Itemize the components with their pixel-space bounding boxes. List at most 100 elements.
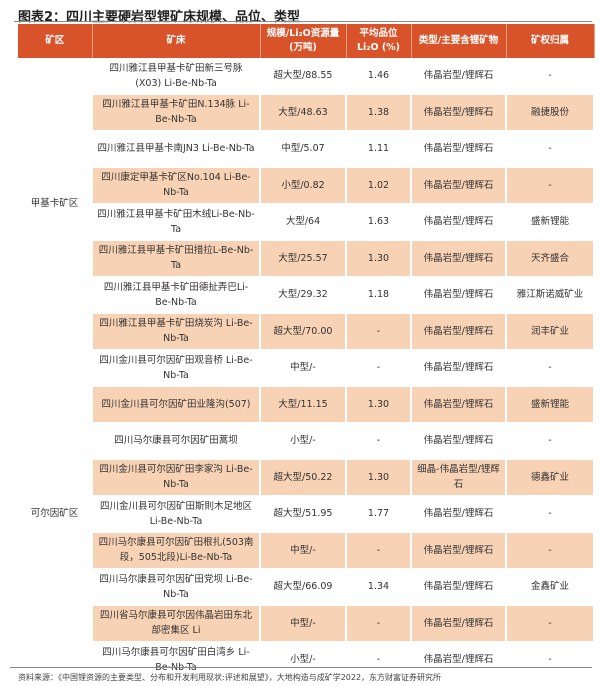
header-district: 矿区	[18, 24, 93, 58]
table-row: 四川雅江县甲基卡南JN3 Li-Be-Nb-Ta 中型/5.07 1.11 伟晶岩型/…	[18, 130, 595, 168]
owner-cell: -	[506, 349, 595, 387]
type-cell: 伟晶岩型/锂辉石	[411, 495, 507, 533]
type-cell: 伟晶岩型/锂辉石	[411, 568, 507, 606]
table-row: 四川省马尔康县可尔因伟晶岩田东北部密集区 Li 中型/- - 伟晶岩型/锂辉石 -	[18, 605, 595, 642]
owner-cell: -	[506, 532, 595, 569]
district-cell: 可尔因矿区	[18, 349, 93, 679]
owner-cell: -	[506, 58, 595, 95]
scale-cell: 大型/25.57	[260, 240, 347, 277]
grade-cell: -	[346, 532, 412, 569]
grade-cell: 1.38	[346, 94, 412, 131]
scale-cell: 中型/-	[260, 532, 347, 569]
deposit-cell: 四川雅江县甲基卡矿田木绒Li-Be-Nb-Ta	[92, 203, 261, 241]
owner-cell: 天齐盛合	[506, 240, 595, 277]
header-grade: 平均品位Li₂O (%)	[346, 24, 412, 58]
header-scale: 规模/Li₂O资源量(万吨)	[260, 24, 347, 58]
grade-cell: -	[346, 641, 412, 679]
owner-cell: 盛新锂能	[506, 203, 595, 241]
deposit-cell: 四川马尔康县可尔因矿田党坝 Li-Be-Nb-Ta	[92, 568, 261, 606]
deposit-cell: 四川省马尔康县可尔因伟晶岩田东北部密集区 Li	[92, 605, 261, 642]
deposit-cell: 四川金川县可尔因矿田李家沟 Li-Be-Nb-Ta	[92, 459, 261, 496]
type-cell: 伟晶岩型/锂辉石	[411, 167, 507, 204]
grade-cell: 1.11	[346, 130, 412, 168]
header-deposit: 矿床	[92, 24, 261, 58]
grade-cell: 1.02	[346, 167, 412, 204]
scale-cell: 大型/29.32	[260, 276, 347, 314]
type-cell: 伟晶岩型/锂辉石	[411, 58, 507, 95]
grade-cell: -	[346, 313, 412, 350]
type-cell: 伟晶岩型/锂辉石	[411, 203, 507, 241]
table-row: 四川雅江县甲基卡矿田德扯弄巴Li-Be-Nb-Ta 大型/29.32 1.18 伟晶岩…	[18, 276, 595, 314]
type-cell: 细晶-伟晶岩型/锂辉石	[411, 459, 507, 496]
owner-cell: -	[506, 130, 595, 168]
table-row: 四川雅江县甲基卡矿田N.134脉 Li-Be-Nb-Ta 大型/48.63 1.38…	[18, 94, 595, 131]
deposit-cell: 四川金川县可尔因矿田业隆沟(507)	[92, 386, 261, 423]
table-row: 四川马尔康县可尔因矿田白湾乡 Li-Be-Nb-Ta 小型/- - 伟晶岩型/锂辉石 -	[18, 641, 595, 679]
table-row: 四川金川县可尔因矿田斯則木足地区 Li-Be-Nb-Ta 超大型/51.95 1.7…	[18, 495, 595, 533]
grade-cell: 1.30	[346, 386, 412, 423]
scale-cell: 超大型/50.22	[260, 459, 347, 496]
deposit-cell: 四川雅江县甲基卡南JN3 Li-Be-Nb-Ta	[92, 130, 261, 168]
deposit-cell: 四川金川县可尔因矿田斯則木足地区 Li-Be-Nb-Ta	[92, 495, 261, 533]
type-cell: 伟晶岩型/锂辉石	[411, 605, 507, 642]
table-row: 四川金川县可尔因矿田业隆沟(507) 大型/11.15 1.30 伟晶岩型/锂辉石 盛新…	[18, 386, 595, 423]
table-row: 可尔因矿区 四川金川县可尔因矿田观音桥 Li-Be-Nb-Ta 中型/- - 伟晶岩型/…	[18, 349, 595, 679]
table-row: 四川康定甲基卡矿区No.104 Li-Be-Nb-Ta 小型/0.82 1.02 伟晶…	[18, 167, 595, 204]
owner-cell: 融捷股份	[506, 94, 595, 131]
grade-cell: 1.46	[346, 58, 412, 95]
type-cell: 伟晶岩型/锂辉石	[411, 130, 507, 168]
table-row: 甲基卡矿区 四川雅江县甲基卡矿田新三号脉(X03) Li-Be-Nb-Ta 超大型/…	[18, 58, 595, 350]
source-note: 资料来源：《中国锂资源的主要类型、分布和开发利用现状:评述和展望》，大地构造与成…	[18, 673, 442, 682]
header-row: 矿区 矿床 规模/Li₂O资源量(万吨) 平均品位Li₂O (%) 类型/主要含…	[18, 24, 595, 58]
divider	[14, 21, 592, 22]
type-cell: 伟晶岩型/锂辉石	[411, 422, 507, 460]
scale-cell: 大型/11.15	[260, 386, 347, 423]
header-type: 类型/主要含锂矿物	[411, 24, 507, 58]
owner-cell: 德鑫矿业	[506, 459, 595, 496]
scale-cell: 小型/-	[260, 641, 347, 679]
deposit-cell: 四川雅江县甲基卡矿田N.134脉 Li-Be-Nb-Ta	[92, 94, 261, 131]
deposit-cell: 四川马尔康县可尔因矿田根扎(503南段，505北段)Li-Be-Nb-Ta	[92, 532, 261, 569]
scale-cell: 中型/5.07	[260, 130, 347, 168]
header-owner: 矿权归属	[506, 24, 595, 58]
owner-cell: -	[506, 167, 595, 204]
type-cell: 伟晶岩型/锂辉石	[411, 641, 507, 679]
grade-cell: -	[346, 605, 412, 642]
type-cell: 伟晶岩型/锂辉石	[411, 313, 507, 350]
table-row: 四川马尔康县可尔因矿田蒿坝 小型/- - 伟晶岩型/锂辉石 -	[18, 422, 595, 460]
grade-cell: 1.30	[346, 459, 412, 496]
scale-cell: 小型/-	[260, 422, 347, 460]
grade-cell: -	[346, 422, 412, 460]
scale-cell: 超大型/51.95	[260, 495, 347, 533]
table-row: 四川雅江县甲基卡矿田措拉L-Be-Nb-Ta 大型/25.57 1.30 伟晶岩型/锂…	[18, 240, 595, 277]
grade-cell: -	[346, 349, 412, 387]
table-row: 四川马尔康县可尔因矿田党坝 Li-Be-Nb-Ta 超大型/66.09 1.34 伟晶…	[18, 568, 595, 606]
scale-cell: 大型/48.63	[260, 94, 347, 131]
type-cell: 伟晶岩型/锂辉石	[411, 386, 507, 423]
scale-cell: 超大型/70.00	[260, 313, 347, 350]
table-row: 四川雅江县甲基卡矿田烧炭沟 Li-Be-Nb-Ta 超大型/70.00- 伟晶岩型/…	[18, 313, 595, 350]
lithium-deposits-table: 矿区 矿床 规模/Li₂O资源量(万吨) 平均品位Li₂O (%) 类型/主要含…	[18, 24, 595, 679]
owner-cell: 金鑫矿业	[506, 568, 595, 606]
divider	[10, 667, 592, 668]
owner-cell: -	[506, 605, 595, 642]
deposit-cell: 四川雅江县甲基卡矿田措拉L-Be-Nb-Ta	[92, 240, 261, 277]
type-cell: 伟晶岩型/锂辉石	[411, 349, 507, 387]
table-title: 图表2：四川主要硬岩型锂矿床规模、品位、类型	[18, 10, 301, 25]
scale-cell: 超大型/88.55	[260, 58, 347, 95]
type-cell: 伟晶岩型/锂辉石	[411, 94, 507, 131]
owner-cell: -	[506, 422, 595, 460]
deposit-cell: 四川雅江县甲基卡矿田德扯弄巴Li-Be-Nb-Ta	[92, 276, 261, 314]
district-cell: 甲基卡矿区	[18, 58, 93, 350]
owner-cell: -	[506, 641, 595, 679]
type-cell: 伟晶岩型/锂辉石	[411, 240, 507, 277]
deposit-cell: 四川雅江县甲基卡矿田新三号脉(X03) Li-Be-Nb-Ta	[92, 58, 261, 95]
deposit-cell: 四川康定甲基卡矿区No.104 Li-Be-Nb-Ta	[92, 167, 261, 204]
scale-cell: 大型/64	[260, 203, 347, 241]
owner-cell: 润丰矿业	[506, 313, 595, 350]
table-row: 四川雅江县甲基卡矿田木绒Li-Be-Nb-Ta 大型/64 1.63 伟晶岩型/锂辉石…	[18, 203, 595, 241]
deposit-cell: 四川雅江县甲基卡矿田烧炭沟 Li-Be-Nb-Ta	[92, 313, 261, 350]
type-cell: 伟晶岩型/锂辉石	[411, 276, 507, 314]
grade-cell: 1.63	[346, 203, 412, 241]
